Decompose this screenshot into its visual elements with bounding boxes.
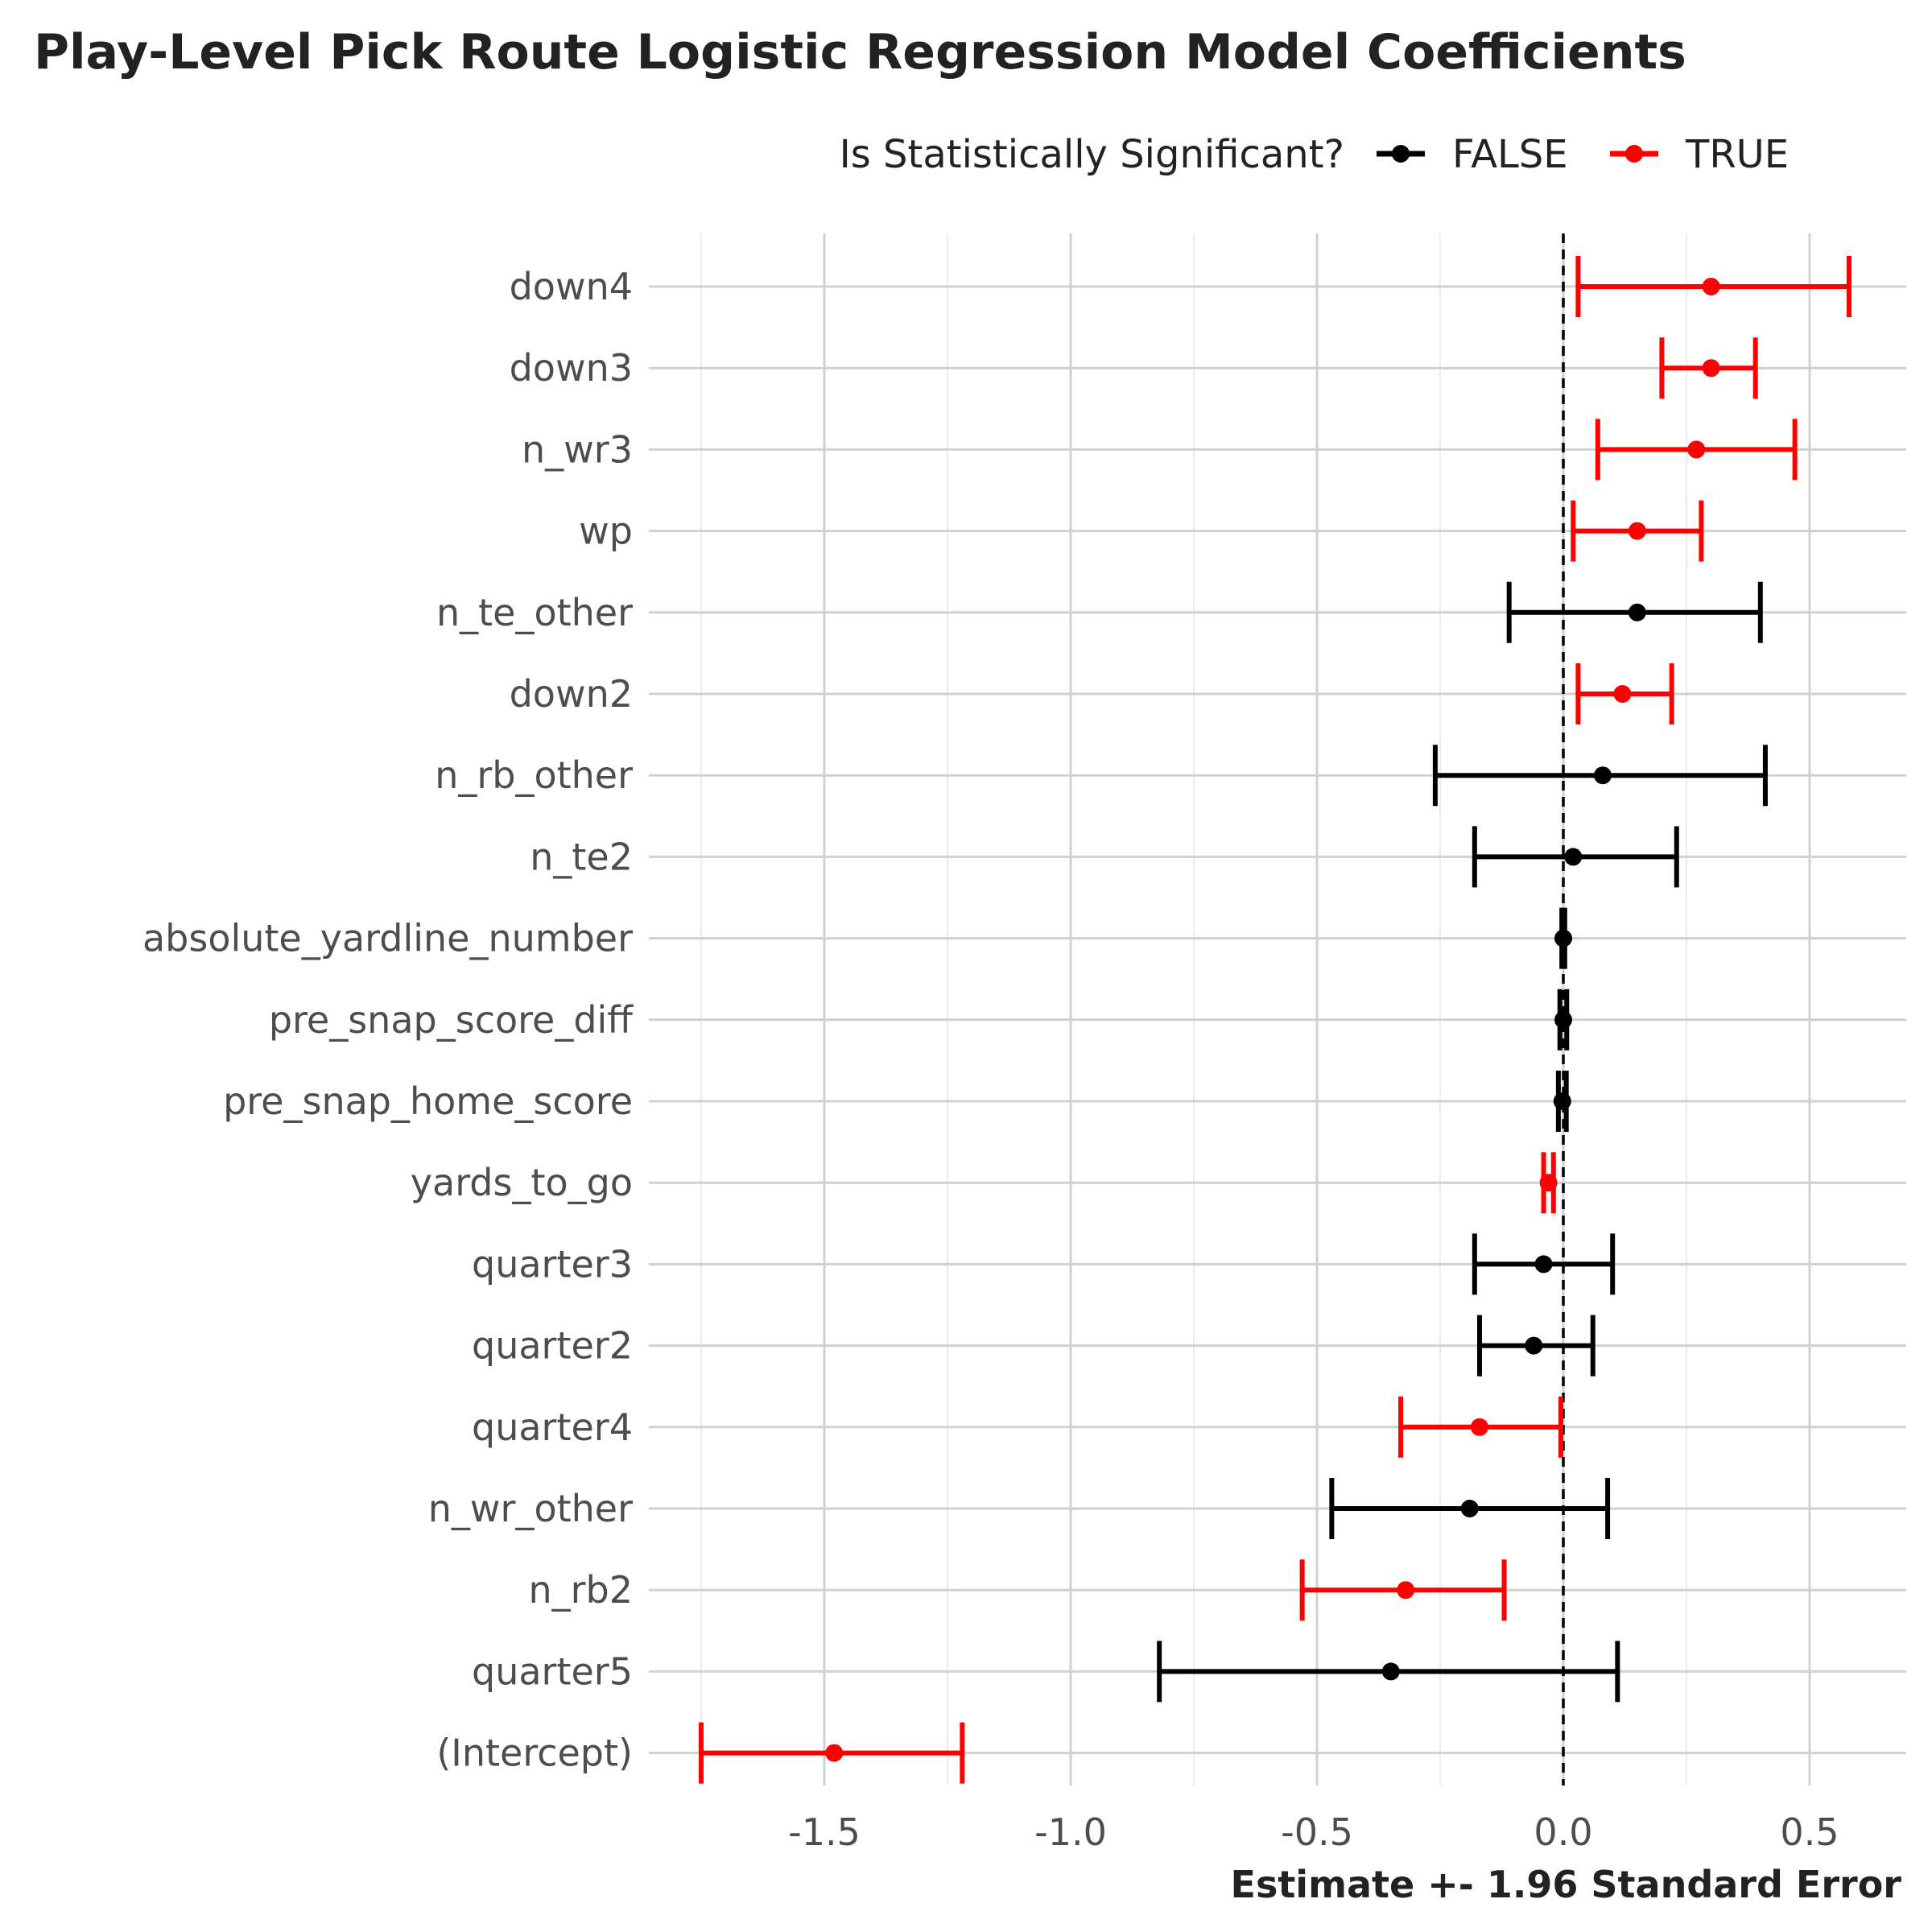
x-axis-title: Estimate +- 1.96 Standard Error: [1231, 1863, 1902, 1906]
y-tick-label: n_rb_other: [435, 753, 633, 797]
errorbar-n_wr_other: [1329, 1478, 1611, 1539]
errorbar-n_rb2: [1299, 1559, 1507, 1621]
estimate-point: [1460, 1500, 1479, 1517]
y-tick-label: (Intercept): [436, 1732, 633, 1775]
y-tick-label: quarter5: [472, 1649, 633, 1693]
errorbar-n_te2: [1472, 826, 1679, 888]
errorbar-quarter5: [1157, 1641, 1620, 1703]
estimate-point: [1553, 1092, 1571, 1110]
y-tick-label: quarter2: [472, 1324, 633, 1368]
y-tick-label: n_te2: [530, 835, 633, 878]
estimate-point: [1593, 766, 1612, 785]
legend-label-true: TRUE: [1685, 132, 1789, 177]
y-tick-label: pre_snap_score_diff: [269, 998, 634, 1042]
gridlines: [649, 233, 1906, 1785]
y-tick-label: n_te_other: [436, 591, 633, 634]
y-tick-label: quarter4: [472, 1406, 633, 1449]
x-axis-labels: -1.5 -1.0 -0.5 0.0 0.5: [788, 1810, 1839, 1854]
errorbar-quarter3: [1472, 1233, 1616, 1295]
x-tick-label: -0.5: [1281, 1810, 1353, 1854]
legend: Is Statistically Significant? FALSE TRUE: [840, 132, 1790, 177]
estimate-point: [1397, 1581, 1415, 1600]
x-tick-label: -1.0: [1034, 1810, 1107, 1854]
errorbar-down3: [1659, 337, 1758, 399]
y-tick-label: n_wr_other: [428, 1487, 633, 1530]
x-tick-label: 0.5: [1780, 1810, 1839, 1854]
estimate-point: [1554, 929, 1572, 947]
estimate-point: [1554, 1010, 1572, 1029]
chart-title: Play-Level Pick Route Logistic Regressio…: [34, 24, 1686, 80]
y-tick-label: pre_snap_home_score: [223, 1080, 633, 1123]
legend-label-false: FALSE: [1452, 132, 1568, 177]
estimate-point: [1470, 1418, 1488, 1436]
estimate-point: [1628, 522, 1646, 540]
estimate-point: [1564, 848, 1583, 866]
y-tick-label: down2: [510, 672, 633, 716]
legend-key-point-true: [1625, 145, 1643, 163]
errorbar-n_wr3: [1595, 419, 1798, 481]
estimate-point: [1613, 685, 1632, 703]
y-tick-label: absolute_yardline_number: [142, 917, 633, 960]
y-tick-label: yards_to_go: [411, 1161, 633, 1204]
errorbar-pre_snap_home_score: [1553, 1071, 1571, 1132]
y-tick-label: quarter3: [472, 1242, 633, 1286]
y-tick-label: n_wr3: [522, 427, 633, 471]
errorbar-pre_snap_score_diff: [1554, 989, 1572, 1051]
y-tick-label: wp: [579, 510, 633, 553]
errorbar-absolute_yardline_number: [1554, 907, 1572, 969]
estimate-point: [1381, 1662, 1400, 1681]
x-tick-label: 0.0: [1534, 1810, 1592, 1854]
errorbar-n_rb_other: [1432, 745, 1768, 807]
estimate-point: [825, 1744, 844, 1762]
legend-items: FALSE TRUE: [1377, 132, 1789, 177]
estimate-point: [1628, 603, 1646, 621]
errorbar-quarter2: [1476, 1315, 1596, 1377]
errorbar-n_te_other: [1506, 581, 1763, 643]
y-tick-label: down4: [510, 265, 633, 308]
estimate-point: [1534, 1255, 1553, 1274]
errorbar-quarter4: [1398, 1396, 1563, 1458]
errorbar-(Intercept): [699, 1722, 965, 1784]
estimate-point: [1702, 278, 1720, 295]
estimate-point: [1525, 1336, 1543, 1355]
errorbar-down4: [1575, 256, 1852, 317]
legend-title: Is Statistically Significant?: [840, 132, 1344, 177]
estimate-point: [1687, 440, 1706, 459]
y-tick-label: n_rb2: [528, 1568, 633, 1612]
errorbar-marks: [699, 256, 1852, 1784]
x-tick-label: -1.5: [788, 1810, 861, 1854]
estimate-point: [1539, 1174, 1558, 1192]
y-tick-label: down3: [510, 346, 633, 390]
errorbar-yards_to_go: [1539, 1152, 1558, 1214]
legend-key-point-false: [1392, 145, 1410, 163]
estimate-point: [1702, 359, 1720, 378]
errorbar-wp: [1571, 500, 1704, 562]
errorbar-down2: [1575, 663, 1674, 724]
